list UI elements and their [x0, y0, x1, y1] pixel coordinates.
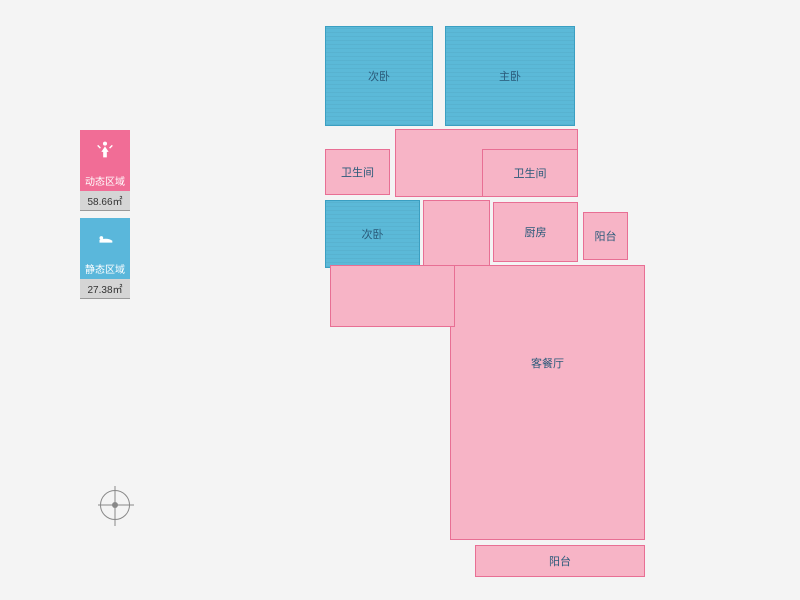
legend-static-label: 静态区域 — [80, 258, 130, 279]
room-label-bedroom2b: 次卧 — [362, 226, 384, 242]
legend-active-label: 动态区域 — [80, 170, 130, 191]
room-label-living: 客餐厅 — [531, 355, 564, 371]
room-hall-mid — [423, 200, 490, 268]
room-bath1: 卫生间 — [325, 149, 390, 195]
room-bedroom2b: 次卧 — [325, 200, 420, 268]
room-label-balcony1: 阳台 — [595, 228, 617, 244]
room-bath2: 卫生间 — [482, 149, 578, 197]
compass-icon — [100, 490, 130, 520]
legend-static-box — [80, 218, 130, 258]
legend-static-zone: 静态区域 27.38㎡ — [80, 218, 130, 299]
legend-active-zone: 动态区域 58.66㎡ — [80, 130, 130, 211]
legend-active-box — [80, 130, 130, 170]
room-label-bath1: 卫生间 — [341, 164, 374, 180]
room-balcony2: 阳台 — [475, 545, 645, 577]
room-living-ext — [330, 265, 455, 327]
room-label-bath2: 卫生间 — [514, 165, 547, 181]
room-kitchen: 厨房 — [493, 202, 578, 262]
room-living: 客餐厅 — [450, 265, 645, 540]
person-active-icon — [94, 139, 116, 161]
legend-active-value: 58.66㎡ — [80, 191, 130, 211]
room-bedroom2a: 次卧 — [325, 26, 433, 126]
room-label-master: 主卧 — [499, 68, 521, 84]
person-rest-icon — [94, 227, 116, 249]
room-label-balcony2: 阳台 — [549, 553, 571, 569]
room-balcony1: 阳台 — [583, 212, 628, 260]
floorplan: 次卧主卧卫生间卫生间次卧厨房阳台客餐厅阳台 — [320, 10, 680, 585]
room-label-kitchen: 厨房 — [525, 224, 547, 240]
legend-static-value: 27.38㎡ — [80, 279, 130, 299]
room-master: 主卧 — [445, 26, 575, 126]
room-label-bedroom2a: 次卧 — [368, 68, 390, 84]
